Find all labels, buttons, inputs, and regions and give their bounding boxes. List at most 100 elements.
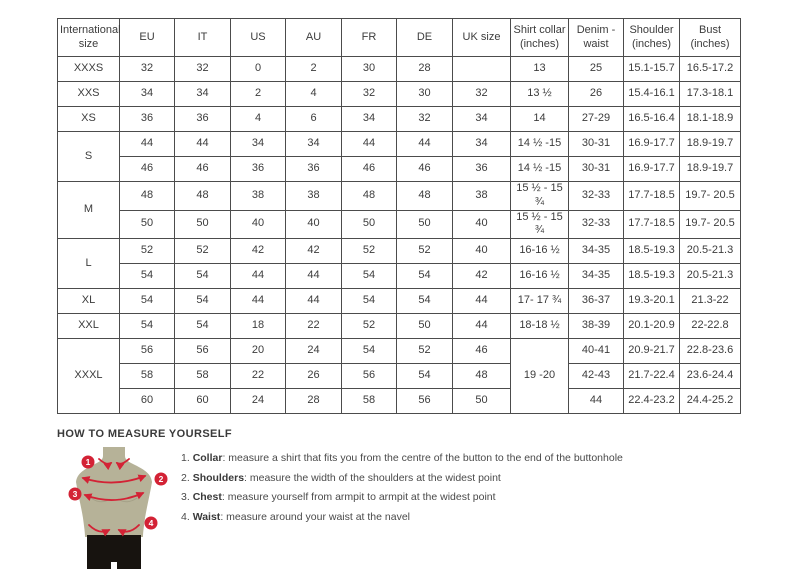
table-cell: M bbox=[57, 181, 120, 239]
table-cell: 44 bbox=[230, 288, 286, 314]
table-row: 46 46 36 36 46 46 36 14 ½ -15 30-31 16.9-17.7 18.9… bbox=[58, 156, 741, 182]
table-cell: 20.5-21.3 bbox=[679, 263, 741, 289]
table-cell: 60 bbox=[174, 388, 231, 414]
step-number: 1. bbox=[181, 452, 193, 464]
table-cell: 20.1-20.9 bbox=[623, 313, 680, 339]
table-cell: 22 bbox=[285, 313, 342, 339]
table-cell: 6 bbox=[285, 106, 342, 132]
table-cell: XS bbox=[57, 106, 120, 132]
table-cell: XXL bbox=[57, 313, 120, 339]
table-cell: 18.9-19.7 bbox=[679, 156, 741, 182]
table-cell: 58 bbox=[341, 388, 397, 414]
table-cell: 20.5-21.3 bbox=[679, 238, 741, 264]
table-cell: 18.5-19.3 bbox=[623, 238, 680, 264]
step-label: Shoulders bbox=[192, 471, 245, 484]
step-label: Chest bbox=[192, 491, 222, 504]
table-cell: 0 bbox=[230, 56, 286, 82]
step-text: : measure around your waist at the navel bbox=[220, 510, 410, 523]
mannequin-illustration-icon: 1 2 3 4 bbox=[68, 447, 168, 569]
table-cell: 15 ½ - 15 ¾ bbox=[510, 181, 569, 211]
svg-text:4: 4 bbox=[149, 518, 154, 528]
table-cell: 40 bbox=[230, 209, 286, 239]
column-header: International size bbox=[57, 18, 121, 57]
table-cell: 34 bbox=[285, 131, 342, 157]
table-row: M 48 48 38 38 48 48 38 15 ½ - 15 ¾ 32-33 17.7-18.5… bbox=[57, 181, 741, 239]
table-cell: 52 bbox=[119, 238, 175, 264]
table-row: L 52 52 42 42 52 52 40 16-16 ½ 34-35 18.5-19.3 20.5… bbox=[57, 238, 741, 289]
table-cell: 44 bbox=[396, 131, 453, 157]
table-row: 58 58 22 26 56 54 48 42-43 21.7-22.4 23.6-24.4 bbox=[58, 363, 741, 389]
table-cell: 50 bbox=[396, 313, 453, 339]
table-cell: L bbox=[57, 238, 120, 289]
column-header: IT bbox=[174, 18, 231, 57]
mannequin-figure: 1 2 3 4 bbox=[57, 445, 171, 576]
table-cell: 42 bbox=[285, 238, 342, 264]
table-cell: 36 bbox=[285, 156, 342, 182]
table-cell: 54 bbox=[119, 313, 175, 339]
table-cell: 34 bbox=[119, 81, 175, 107]
table-cell: 32 bbox=[341, 81, 397, 107]
table-cell: 32 bbox=[452, 81, 511, 107]
table-cell: 14 bbox=[510, 106, 569, 132]
table-cell: 2 bbox=[285, 56, 342, 82]
table-cell: XXS bbox=[57, 81, 120, 107]
table-cell: 2 bbox=[230, 81, 286, 107]
callout-4-badge: 4 bbox=[144, 516, 158, 530]
table-cell: 44 bbox=[285, 288, 342, 314]
step-number: 3. bbox=[181, 491, 193, 504]
table-cell: 4 bbox=[285, 81, 342, 107]
shoulders-arrow-icon bbox=[81, 474, 147, 484]
table-cell: 22-22.8 bbox=[679, 313, 741, 339]
table-cell: 28 bbox=[396, 56, 453, 82]
table-cell: 30 bbox=[396, 81, 453, 107]
table-cell: 36 bbox=[230, 156, 286, 182]
table-cell: 18 bbox=[230, 313, 286, 339]
table-cell: 50 bbox=[452, 388, 511, 414]
table-cell: 21.7-22.4 bbox=[623, 363, 680, 389]
table-cell: 13 bbox=[510, 56, 569, 82]
callout-1-badge: 1 bbox=[81, 455, 95, 469]
table-cell: 48 bbox=[452, 363, 511, 389]
table-cell: 34 bbox=[452, 106, 511, 132]
table-cell: 52 bbox=[396, 338, 453, 364]
table-cell: 17.3-18.1 bbox=[679, 81, 741, 107]
table-cell: 56 bbox=[341, 363, 397, 389]
table-row: XXXL 56 56 20 24 54 52 46 19 -20 40-41 20.9-21.7 22… bbox=[57, 338, 741, 414]
table-cell: 24 bbox=[285, 338, 342, 364]
table-cell: 42 bbox=[452, 263, 511, 289]
table-cell: 14 ½ -15 bbox=[510, 156, 569, 182]
table-row: XXXS 32 32 0 2 30 28 13 25 15.1-15.7 16.5-17.2 bbox=[57, 56, 741, 82]
table-row: XXL 54 54 18 22 52 50 44 18-18 ½ 38-39 20.1-20.9 22… bbox=[57, 313, 741, 339]
callout-2-badge: 2 bbox=[154, 472, 168, 486]
table-cell: 15.4-16.1 bbox=[623, 81, 680, 107]
table-cell: 38 bbox=[230, 181, 286, 211]
step-text: : measure yourself from armpit to armpit… bbox=[221, 491, 496, 504]
column-header: Bust (inches) bbox=[679, 18, 741, 57]
table-cell: 56 bbox=[174, 338, 231, 364]
table-cell: 22 bbox=[230, 363, 286, 389]
table-cell: 48 bbox=[174, 181, 231, 211]
table-cell: 58 bbox=[174, 363, 231, 389]
table-row: XXS 34 34 2 4 32 30 32 13 ½ 26 15.4-16.1 17.3-18.1 bbox=[57, 81, 741, 107]
table-cell: 52 bbox=[174, 238, 231, 264]
table-cell: 19 -20 bbox=[510, 338, 569, 414]
table-cell: 54 bbox=[174, 288, 231, 314]
table-cell: 16.5-16.4 bbox=[623, 106, 680, 132]
measure-guide-section: HOW TO MEASURE YOURSELF bbox=[57, 428, 657, 576]
table-cell: 46 bbox=[341, 156, 397, 182]
table-cell: 40 bbox=[452, 238, 511, 264]
table-cell: 44 bbox=[174, 131, 231, 157]
table-cell: 38-39 bbox=[568, 313, 624, 339]
table-cell: 58 bbox=[119, 363, 175, 389]
table-cell: 24.4-25.2 bbox=[679, 388, 741, 414]
size-chart-section: International size EU IT US AU FR DE UK size Shi… bbox=[57, 18, 741, 414]
table-cell: 16-16 ½ bbox=[510, 238, 569, 264]
table-cell: 30-31 bbox=[568, 131, 624, 157]
table-cell: 44 bbox=[568, 388, 624, 414]
table-cell: 50 bbox=[396, 209, 453, 239]
chest-arrow-icon bbox=[83, 491, 145, 502]
table-cell: 19.3-20.1 bbox=[623, 288, 680, 314]
table-cell: 16.5-17.2 bbox=[679, 56, 741, 82]
measure-step: 2. Shoulders: measure the width of the s… bbox=[181, 471, 623, 485]
table-cell: 21.3-22 bbox=[679, 288, 741, 314]
